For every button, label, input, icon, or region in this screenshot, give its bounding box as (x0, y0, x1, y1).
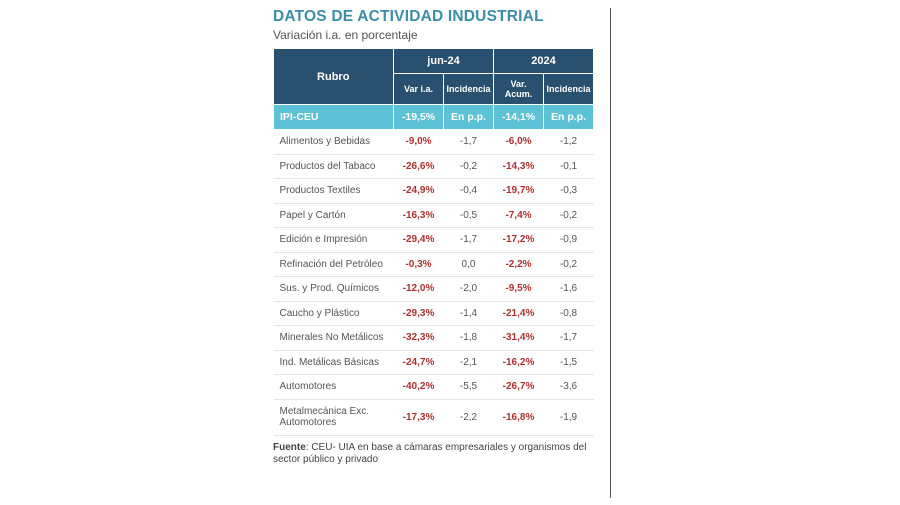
row-inc: -1,7 (544, 326, 594, 351)
report-panel: DATOS DE ACTIVIDAD INDUSTRIAL Variación … (273, 8, 611, 498)
row-inc: -0,9 (544, 228, 594, 253)
row-inc: -1,7 (444, 228, 494, 253)
table-row: Metalmecánica Exc. Automotores-17,3%-2,2… (274, 399, 594, 435)
row-var: -6,0% (494, 130, 544, 155)
row-label: Productos Textiles (274, 179, 394, 204)
row-inc: -1,9 (544, 399, 594, 435)
row-inc: -1,6 (544, 277, 594, 302)
row-var: -16,2% (494, 350, 544, 375)
row-var: -16,8% (494, 399, 544, 435)
row-label: Alimentos y Bebidas (274, 130, 394, 155)
row-inc: -1,4 (444, 301, 494, 326)
row-inc: -0,2 (444, 154, 494, 179)
table-row: Minerales No Metálicos-32,3%-1,8-31,4%-1… (274, 326, 594, 351)
row-var: -24,7% (394, 350, 444, 375)
table-header-top: Rubro jun-24 2024 (274, 49, 594, 74)
row-label: Productos del Tabaco (274, 154, 394, 179)
row-var: -9,0% (394, 130, 444, 155)
row-inc: -0,2 (544, 252, 594, 277)
industrial-data-table: Rubro jun-24 2024 Var i.a. Incidencia Va… (273, 48, 594, 436)
source-text: : CEU- UIA en base a cámaras empresarial… (273, 442, 586, 466)
row-var: -21,4% (494, 301, 544, 326)
row-inc: -0,5 (444, 203, 494, 228)
row-label: Refinación del Petróleo (274, 252, 394, 277)
row-inc: -3,6 (544, 375, 594, 400)
row-inc: 0,0 (444, 252, 494, 277)
row-var: -26,6% (394, 154, 444, 179)
row-var: -29,3% (394, 301, 444, 326)
table-row: Productos Textiles-24,9%-0,4-19,7%-0,3 (274, 179, 594, 204)
row-var: -2,2% (494, 252, 544, 277)
row-var: -31,4% (494, 326, 544, 351)
row-var: -9,5% (494, 277, 544, 302)
col-subheader-var-acum: Var. Acum. (494, 74, 544, 105)
row-var: -14,3% (494, 154, 544, 179)
row-var: -17,3% (394, 399, 444, 435)
highlight-label: IPI-CEU (274, 105, 394, 130)
row-inc: -0,3 (544, 179, 594, 204)
table-row: Ind. Metálicas Básicas-24,7%-2,1-16,2%-1… (274, 350, 594, 375)
col-header-rubro: Rubro (274, 49, 394, 105)
row-var: -29,4% (394, 228, 444, 253)
highlight-inc-2024: En p.p. (544, 105, 594, 130)
col-subheader-inc-2024: Incidencia (544, 74, 594, 105)
row-var: -26,7% (494, 375, 544, 400)
row-label: Ind. Metálicas Básicas (274, 350, 394, 375)
row-inc: -1,5 (544, 350, 594, 375)
report-title: DATOS DE ACTIVIDAD INDUSTRIAL (273, 8, 600, 26)
row-var: -0,3% (394, 252, 444, 277)
row-label: Edición e Impresión (274, 228, 394, 253)
highlight-var-ia: -19,5% (394, 105, 444, 130)
row-var: -7,4% (494, 203, 544, 228)
table-row: Alimentos y Bebidas-9,0%-1,7-6,0%-1,2 (274, 130, 594, 155)
table-body: IPI-CEU -19,5% En p.p. -14,1% En p.p. Al… (274, 105, 594, 436)
table-row: Sus. y Prod. Químicos-12,0%-2,0-9,5%-1,6 (274, 277, 594, 302)
row-label: Metalmecánica Exc. Automotores (274, 399, 394, 435)
col-header-group-2024: 2024 (494, 49, 594, 74)
row-inc: -2,2 (444, 399, 494, 435)
row-var: -12,0% (394, 277, 444, 302)
row-inc: -0,2 (544, 203, 594, 228)
report-subtitle: Variación i.a. en porcentaje (273, 28, 600, 42)
row-inc: -1,8 (444, 326, 494, 351)
table-row: Edición e Impresión-29,4%-1,7-17,2%-0,9 (274, 228, 594, 253)
col-subheader-var-ia: Var i.a. (394, 74, 444, 105)
col-subheader-inc-jun: Incidencia (444, 74, 494, 105)
highlight-inc-jun: En p.p. (444, 105, 494, 130)
table-row: Caucho y Plástico-29,3%-1,4-21,4%-0,8 (274, 301, 594, 326)
table-row: Productos del Tabaco-26,6%-0,2-14,3%-0,1 (274, 154, 594, 179)
row-var: -40,2% (394, 375, 444, 400)
row-label: Sus. y Prod. Químicos (274, 277, 394, 302)
row-inc: -5,5 (444, 375, 494, 400)
source-label: Fuente (273, 442, 306, 453)
col-header-group-jun24: jun-24 (394, 49, 494, 74)
table-row: Refinación del Petróleo-0,3%0,0-2,2%-0,2 (274, 252, 594, 277)
row-var: -32,3% (394, 326, 444, 351)
table-row: Automotores-40,2%-5,5-26,7%-3,6 (274, 375, 594, 400)
highlight-var-acum: -14,1% (494, 105, 544, 130)
table-row: Papel y Cartón-16,3%-0,5-7,4%-0,2 (274, 203, 594, 228)
row-inc: -2,0 (444, 277, 494, 302)
table-row-highlight: IPI-CEU -19,5% En p.p. -14,1% En p.p. (274, 105, 594, 130)
row-var: -17,2% (494, 228, 544, 253)
row-label: Minerales No Metálicos (274, 326, 394, 351)
row-var: -24,9% (394, 179, 444, 204)
row-inc: -0,4 (444, 179, 494, 204)
source-note: Fuente: CEU- UIA en base a cámaras empre… (273, 442, 593, 467)
row-inc: -1,2 (544, 130, 594, 155)
row-label: Automotores (274, 375, 394, 400)
row-inc: -0,1 (544, 154, 594, 179)
page: DATOS DE ACTIVIDAD INDUSTRIAL Variación … (0, 0, 900, 505)
row-inc: -1,7 (444, 130, 494, 155)
row-var: -19,7% (494, 179, 544, 204)
row-label: Papel y Cartón (274, 203, 394, 228)
row-var: -16,3% (394, 203, 444, 228)
row-label: Caucho y Plástico (274, 301, 394, 326)
row-inc: -2,1 (444, 350, 494, 375)
row-inc: -0,8 (544, 301, 594, 326)
